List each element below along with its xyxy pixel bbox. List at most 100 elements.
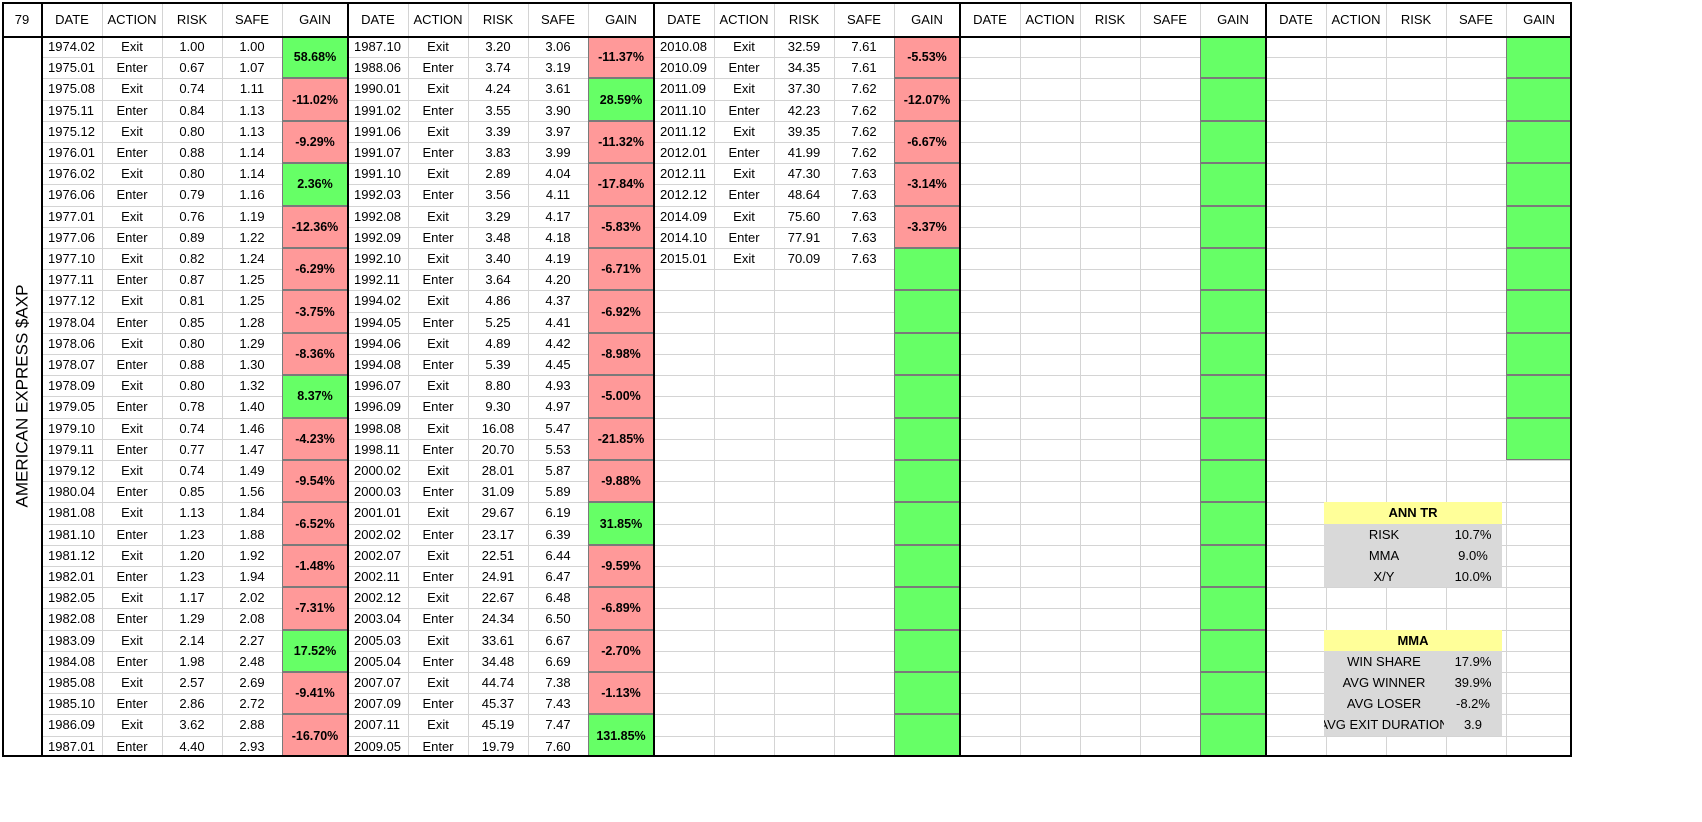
cell-date[interactable]: 1981.10 [48, 526, 95, 542]
cell-risk[interactable]: 22.67 [481, 590, 515, 606]
gain-cell[interactable]: -8.36% [282, 332, 348, 376]
cell-risk[interactable]: 8.80 [485, 378, 511, 394]
cell-date[interactable]: 1974.02 [48, 39, 95, 55]
cell-date[interactable]: 2010.08 [660, 39, 707, 55]
gain-cell[interactable] [1200, 672, 1266, 715]
header-date[interactable]: DATE [667, 11, 701, 27]
gain-cell[interactable]: 2.36% [282, 163, 348, 206]
gain-cell[interactable]: -3.37% [894, 205, 960, 248]
cell-risk[interactable]: 4.40 [179, 738, 205, 754]
cell-risk[interactable]: 20.70 [481, 441, 515, 457]
cell-action[interactable]: Enter [728, 187, 760, 203]
cell-safe[interactable]: 1.14 [239, 145, 265, 161]
header-date[interactable]: DATE [1279, 11, 1313, 27]
cell-risk[interactable]: 0.80 [179, 335, 205, 351]
cell-date[interactable]: 1994.06 [354, 335, 401, 351]
cell-action[interactable]: Enter [116, 569, 148, 585]
cell-risk[interactable]: 37.30 [787, 81, 821, 97]
header-date[interactable]: DATE [55, 11, 89, 27]
cell-action[interactable]: Enter [116, 484, 148, 500]
cell-safe[interactable]: 7.62 [851, 81, 877, 97]
stats-value[interactable]: 39.9% [1444, 672, 1502, 694]
cell-date[interactable]: 1977.11 [48, 272, 95, 288]
cell-safe[interactable]: 4.11 [545, 187, 571, 203]
gain-cell[interactable] [1200, 460, 1266, 503]
cell-action[interactable]: Exit [427, 123, 449, 139]
gain-cell[interactable]: 31.85% [588, 502, 654, 545]
cell-date[interactable]: 1986.09 [48, 717, 95, 733]
cell-risk[interactable]: 2.14 [179, 632, 205, 648]
cell-safe[interactable]: 1.13 [239, 102, 265, 118]
gain-cell[interactable]: -12.36% [282, 205, 348, 248]
cell-safe[interactable]: 3.97 [545, 123, 571, 139]
gain-cell[interactable] [1506, 36, 1572, 79]
cell-safe[interactable]: 7.62 [851, 145, 877, 161]
gain-cell[interactable] [894, 544, 960, 588]
cell-date[interactable]: 1994.02 [354, 293, 401, 309]
gain-cell[interactable]: 58.68% [282, 36, 348, 79]
cell-risk[interactable]: 2.89 [485, 166, 511, 182]
cell-safe[interactable]: 3.19 [545, 60, 571, 76]
cell-date[interactable]: 1991.07 [354, 145, 401, 161]
stats-label[interactable]: AVG EXIT DURATION [1324, 714, 1444, 736]
stats-value[interactable]: -8.2% [1444, 693, 1502, 715]
header-date[interactable]: DATE [361, 11, 395, 27]
cell-risk[interactable]: 3.62 [179, 717, 205, 733]
cell-date[interactable]: 2001.01 [354, 505, 401, 521]
cell-risk[interactable]: 3.39 [485, 123, 511, 139]
gain-cell[interactable]: -6.71% [588, 248, 654, 291]
cell-date[interactable]: 1980.04 [48, 484, 95, 500]
gain-cell[interactable] [1506, 205, 1572, 248]
cell-risk[interactable]: 0.88 [179, 145, 205, 161]
cell-action[interactable]: Exit [121, 208, 143, 224]
cell-risk[interactable]: 31.09 [481, 484, 515, 500]
cell-action[interactable]: Enter [116, 653, 148, 669]
cell-date[interactable]: 1981.08 [48, 505, 95, 521]
cell-action[interactable]: Exit [427, 590, 449, 606]
cell-safe[interactable]: 6.48 [545, 590, 571, 606]
cell-date[interactable]: 1979.10 [48, 420, 95, 436]
cell-safe[interactable]: 7.63 [851, 229, 877, 245]
header-action[interactable]: ACTION [1025, 11, 1075, 27]
cell-action[interactable]: Exit [121, 123, 143, 139]
header-risk[interactable]: RISK [788, 11, 820, 27]
cell-safe[interactable]: 7.62 [851, 123, 877, 139]
stats-label[interactable]: AVG WINNER [1324, 672, 1444, 694]
cell-safe[interactable]: 4.93 [545, 378, 571, 394]
cell-date[interactable]: 2014.09 [660, 208, 707, 224]
cell-action[interactable]: Enter [116, 696, 148, 712]
cell-action[interactable]: Enter [728, 102, 760, 118]
cell-action[interactable]: Enter [728, 60, 760, 76]
cell-risk[interactable]: 29.67 [481, 505, 515, 521]
gain-cell[interactable]: -9.41% [282, 672, 348, 715]
cell-risk[interactable]: 44.74 [481, 675, 515, 691]
cell-risk[interactable]: 3.83 [485, 145, 511, 161]
cell-risk[interactable]: 1.23 [179, 526, 205, 542]
cell-date[interactable]: 1987.01 [48, 738, 95, 754]
cell-action[interactable]: Exit [427, 378, 449, 394]
cell-action[interactable]: Exit [427, 166, 449, 182]
cell-safe[interactable]: 7.61 [851, 39, 877, 55]
cell-risk[interactable]: 4.86 [485, 293, 511, 309]
cell-date[interactable]: 2011.12 [660, 123, 707, 139]
gain-cell[interactable]: -5.53% [894, 36, 960, 79]
cell-reference[interactable]: 79 [14, 11, 30, 27]
cell-action[interactable]: Exit [427, 335, 449, 351]
gain-cell[interactable]: -9.29% [282, 120, 348, 164]
cell-date[interactable]: 2012.12 [660, 187, 707, 203]
cell-date[interactable]: 1977.06 [48, 229, 95, 245]
header-gain[interactable]: GAIN [299, 11, 331, 27]
cell-action[interactable]: Enter [422, 357, 454, 373]
cell-safe[interactable]: 1.29 [239, 335, 265, 351]
cell-date[interactable]: 1982.05 [48, 590, 95, 606]
cell-risk[interactable]: 3.40 [485, 251, 511, 267]
cell-date[interactable]: 2002.11 [354, 569, 401, 585]
cell-date[interactable]: 2007.11 [354, 717, 401, 733]
cell-safe[interactable]: 7.63 [851, 187, 877, 203]
cell-date[interactable]: 2002.02 [354, 526, 401, 542]
cell-risk[interactable]: 0.84 [179, 102, 205, 118]
cell-date[interactable]: 2014.10 [660, 229, 707, 245]
cell-risk[interactable]: 0.80 [179, 166, 205, 182]
cell-date[interactable]: 1978.09 [48, 378, 95, 394]
cell-action[interactable]: Exit [733, 208, 755, 224]
